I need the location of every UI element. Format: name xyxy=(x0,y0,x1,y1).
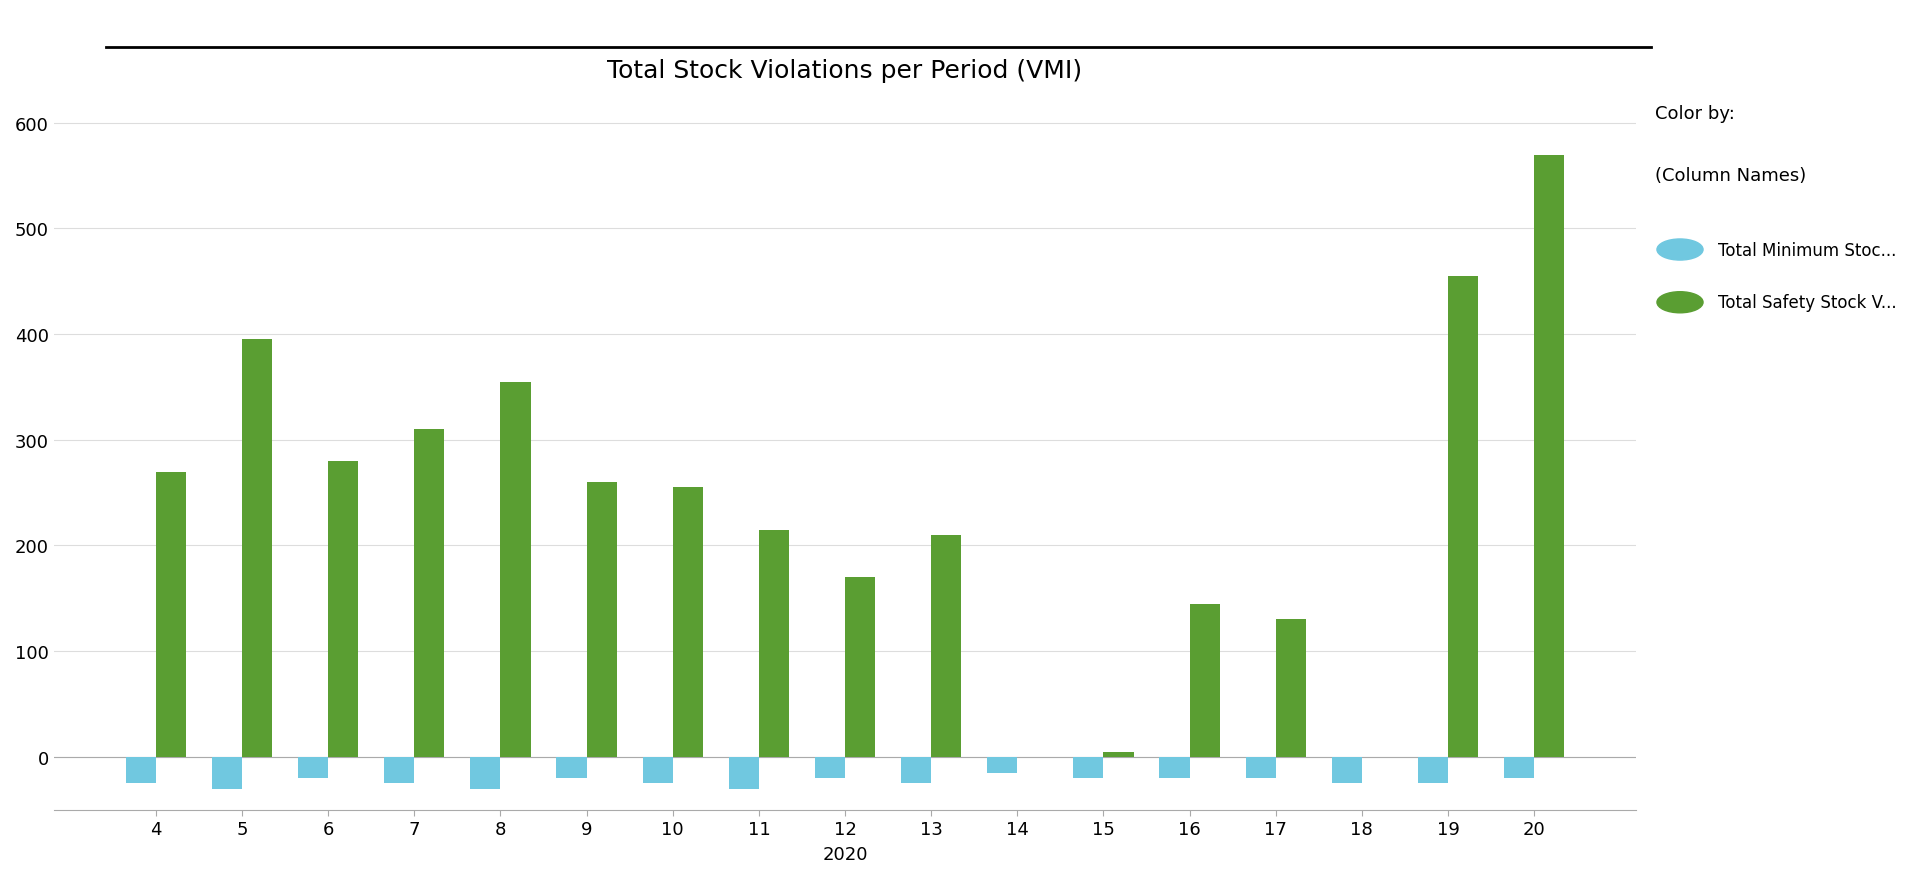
Bar xyxy=(730,757,758,788)
Text: Total Safety Stock V...: Total Safety Stock V... xyxy=(1718,294,1897,312)
Bar xyxy=(242,340,273,757)
Bar xyxy=(211,757,242,788)
Bar xyxy=(1160,757,1190,778)
Bar xyxy=(1503,757,1534,778)
Bar xyxy=(127,757,156,783)
Bar xyxy=(1448,277,1478,757)
Bar xyxy=(814,757,845,778)
Bar xyxy=(672,488,703,757)
Text: Total Minimum Stoc...: Total Minimum Stoc... xyxy=(1718,241,1897,259)
Bar xyxy=(415,429,445,757)
Bar xyxy=(1417,757,1448,783)
Bar xyxy=(1275,620,1306,757)
Bar xyxy=(470,757,501,788)
Bar xyxy=(384,757,415,783)
Bar xyxy=(900,757,931,783)
Bar xyxy=(298,757,328,778)
Bar xyxy=(987,757,1018,773)
Bar xyxy=(328,462,359,757)
Bar xyxy=(156,472,186,757)
Text: Color by:: Color by: xyxy=(1655,105,1736,123)
Bar xyxy=(588,483,616,757)
Bar xyxy=(1332,757,1361,783)
Bar xyxy=(845,578,876,757)
Bar xyxy=(758,530,789,757)
Bar xyxy=(557,757,588,778)
X-axis label: 2020: 2020 xyxy=(822,845,868,863)
Bar xyxy=(1534,155,1565,757)
Bar xyxy=(501,382,530,757)
Bar xyxy=(1073,757,1104,778)
Title: Total Stock Violations per Period (VMI): Total Stock Violations per Period (VMI) xyxy=(607,59,1083,83)
Bar xyxy=(1104,752,1133,757)
Bar xyxy=(643,757,672,783)
Bar xyxy=(1246,757,1275,778)
Text: (Column Names): (Column Names) xyxy=(1655,167,1807,184)
Bar xyxy=(931,536,962,757)
Bar xyxy=(1190,604,1219,757)
